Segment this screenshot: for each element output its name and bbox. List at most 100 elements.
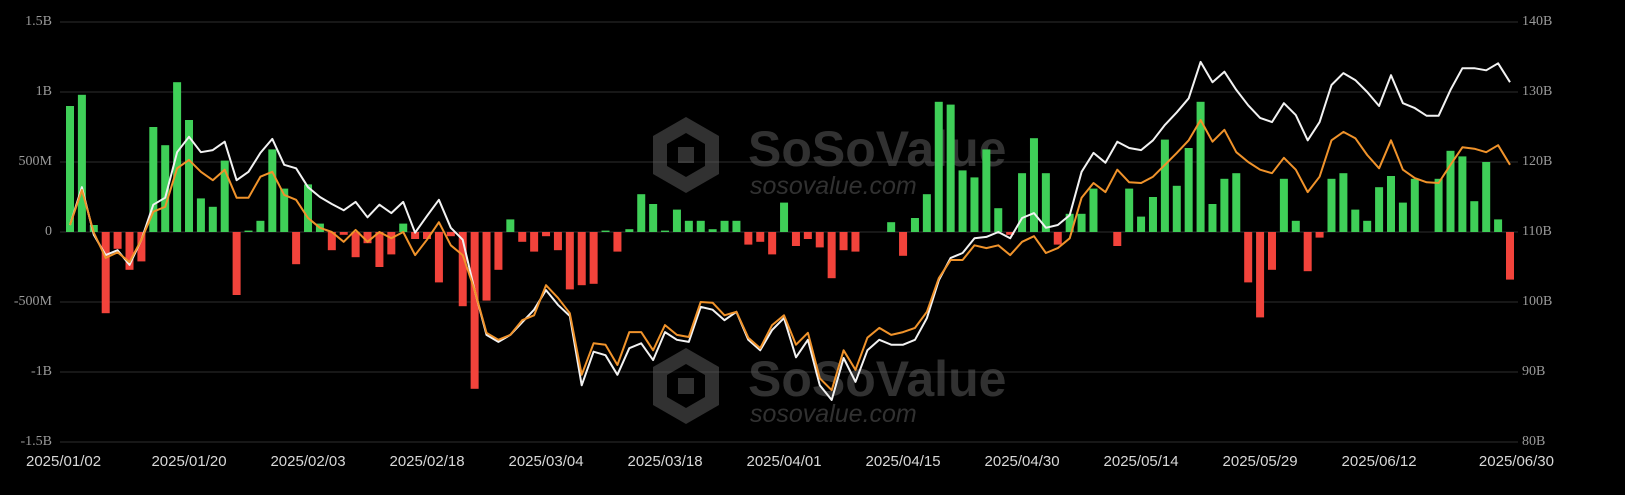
bar <box>1077 213 1086 232</box>
bar <box>791 232 800 246</box>
bar <box>565 232 574 290</box>
bar <box>185 120 194 232</box>
bar <box>101 232 110 314</box>
bar <box>827 232 836 279</box>
line <box>69 119 1511 392</box>
bar <box>351 232 360 258</box>
bar <box>601 230 610 232</box>
bar <box>1148 197 1157 232</box>
bar <box>732 220 741 232</box>
bar <box>399 223 408 232</box>
x-tick-label: 2025/05/14 <box>1104 453 1179 470</box>
y2-tick-label: 100B <box>1522 294 1552 309</box>
bar <box>577 232 586 286</box>
bar <box>232 232 241 295</box>
bar <box>1137 216 1146 232</box>
bar <box>661 230 670 232</box>
bar <box>1386 176 1395 232</box>
bar <box>1232 173 1241 232</box>
bar <box>113 232 122 249</box>
bar <box>684 220 693 232</box>
bar <box>1267 232 1276 270</box>
bar <box>994 208 1003 232</box>
x-tick-label: 2025/04/15 <box>866 453 941 470</box>
bar <box>780 202 789 232</box>
bar <box>208 206 217 232</box>
x-tick-label: 2025/02/03 <box>270 453 345 470</box>
x-tick-label: 2025/06/30 <box>1479 453 1554 470</box>
bar <box>542 232 551 237</box>
bar <box>268 149 277 232</box>
bar <box>910 218 919 232</box>
bar <box>1470 201 1479 232</box>
bar <box>173 82 182 232</box>
bar <box>1494 219 1503 232</box>
bar <box>244 230 253 232</box>
bar <box>1244 232 1253 283</box>
line <box>69 60 1511 401</box>
bar <box>1506 232 1514 280</box>
x-tick-label: 2025/01/02 <box>26 453 101 470</box>
y2-tick-label: 140B <box>1522 14 1552 29</box>
bar <box>1113 232 1122 246</box>
bar <box>1256 232 1265 318</box>
y-tick-label: 500M <box>19 154 53 169</box>
bar <box>149 127 158 232</box>
bar <box>672 209 681 232</box>
bar <box>803 232 812 239</box>
bar <box>1053 232 1062 245</box>
bar <box>1410 178 1419 232</box>
bar <box>530 232 539 252</box>
bar <box>839 232 848 251</box>
x-tick-label: 2025/04/01 <box>747 453 822 470</box>
watermark-url: sosovalue.com <box>750 172 917 200</box>
bar <box>1160 139 1169 232</box>
watermark-text: SoSoValue <box>748 121 1006 177</box>
y2-tick-label: 80B <box>1522 434 1545 449</box>
bar <box>744 232 753 245</box>
bar <box>899 232 908 256</box>
bar <box>494 232 503 270</box>
y-tick-label: 0 <box>45 224 52 239</box>
bar <box>66 106 74 232</box>
bar <box>637 194 646 232</box>
x-tick-label: 2025/03/18 <box>628 453 703 470</box>
y-tick-label: -500M <box>14 294 53 309</box>
bar <box>363 232 372 244</box>
bar <box>934 101 943 232</box>
grid <box>60 21 1515 443</box>
bar <box>423 232 432 239</box>
x-tick-label: 2025/04/30 <box>985 453 1060 470</box>
watermark-text: SoSoValue <box>748 351 1006 407</box>
bar <box>1089 188 1098 232</box>
bar <box>851 232 860 252</box>
bar <box>280 188 289 232</box>
bar <box>470 232 479 389</box>
y2-tick-label: 90B <box>1522 364 1545 379</box>
bar <box>958 170 967 232</box>
bar <box>375 232 384 267</box>
bar <box>1327 178 1336 232</box>
x-tick-label: 2025/03/04 <box>508 453 583 470</box>
bar <box>1172 185 1181 232</box>
bar <box>696 220 705 232</box>
bar <box>708 229 717 232</box>
watermark-logo <box>653 117 719 193</box>
y-tick-label: 1.5B <box>25 14 52 29</box>
bar <box>1018 173 1027 232</box>
bar <box>1184 148 1193 232</box>
x-tick-label: 2025/02/18 <box>389 453 464 470</box>
bar <box>256 220 265 232</box>
bar <box>220 160 229 232</box>
bar <box>1125 188 1134 232</box>
bar <box>446 232 455 237</box>
bar <box>1291 220 1300 232</box>
y2-tick-label: 130B <box>1522 84 1552 99</box>
bar <box>1375 187 1384 232</box>
bar <box>1041 173 1050 232</box>
bar <box>518 232 527 242</box>
bar <box>1006 232 1015 235</box>
bar <box>125 232 134 270</box>
